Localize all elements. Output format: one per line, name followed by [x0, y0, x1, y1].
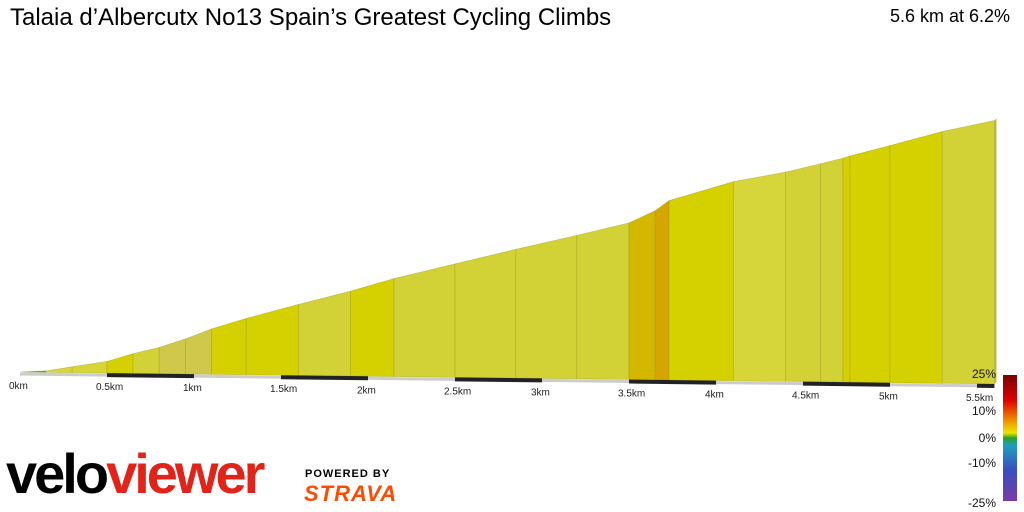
profile-segment: [350, 278, 395, 377]
gradient-legend-label: 25%: [972, 367, 996, 381]
km-band-light: [889, 383, 978, 388]
km-band-light: [541, 378, 630, 383]
profile-segment: [628, 210, 656, 381]
profile-segment: [158, 338, 186, 375]
profile-segment: [842, 155, 851, 383]
gradient-legend-bar: [1003, 375, 1017, 501]
profile-segment: [185, 328, 212, 375]
km-band-dark: [802, 381, 891, 387]
km-band-light: [193, 374, 282, 379]
km-band-light: [367, 376, 456, 381]
profile-segment: [785, 163, 821, 383]
x-tick-label: 3.5km: [618, 389, 645, 400]
profile-segment: [454, 248, 517, 379]
profile-segment: [668, 181, 734, 382]
profile-segments: [19, 118, 997, 385]
x-tick-label: 4km: [705, 390, 724, 401]
x-tick-label: 1km: [183, 383, 202, 394]
gradient-legend-label: -25%: [968, 496, 996, 510]
gradient-legend: 25% 10% 0% -10% -25%: [968, 367, 1017, 510]
distance-tick-labels: 0km 0.5km 1km 1.5km 2km 2.5km 3km 3.5km 4km 4.5km…: [9, 381, 993, 404]
x-tick-label: 5.5km: [966, 393, 993, 404]
profile-segment: [576, 222, 630, 380]
km-band-dark: [454, 377, 543, 383]
profile-segment: [19, 370, 47, 373]
profile-segment: [45, 366, 73, 373]
profile-segment: [733, 171, 786, 382]
gradient-legend-label: 0%: [979, 431, 997, 445]
profile-segment: [515, 235, 578, 380]
gradient-legend-label: 10%: [972, 404, 996, 418]
profile-segment: [654, 200, 670, 381]
profile-segment: [71, 361, 108, 374]
chart-title: Talaia d’Albercutx No13 Spain’s Greatest…: [10, 4, 612, 31]
profile-segment: [132, 346, 160, 375]
km-band-dark: [628, 379, 717, 385]
km-band-dark: [106, 373, 195, 379]
x-tick-label: 2km: [357, 385, 376, 396]
climb-summary: 5.6 km at 6.2%: [889, 6, 1010, 26]
profile-segment: [941, 120, 995, 385]
profile-segment: [245, 304, 299, 376]
x-tick-label: 5km: [879, 392, 898, 403]
powered-by-label: POWERED BY: [305, 468, 391, 480]
profile-segment: [298, 290, 351, 377]
gradient-legend-label: -10%: [968, 456, 996, 470]
km-band-light: [715, 381, 804, 386]
distance-axis: [19, 372, 995, 388]
x-tick-label: 3km: [531, 387, 550, 398]
x-tick-label: 0.5km: [96, 382, 123, 393]
x-tick-label: 0km: [9, 381, 28, 392]
x-tick-label: 4.5km: [792, 391, 819, 402]
profile-segment: [820, 157, 844, 383]
profile-side-face: [994, 118, 997, 384]
x-tick-label: 2.5km: [444, 386, 471, 397]
km-band-light: [19, 372, 108, 377]
profile-segment: [849, 145, 891, 384]
profile-segment: [393, 263, 456, 378]
veloviewer-logo[interactable]: veloviewer: [6, 442, 265, 505]
strava-logo[interactable]: STRAVA: [304, 481, 398, 506]
profile-segment: [889, 131, 943, 384]
profile-segment: [211, 318, 247, 376]
x-tick-label: 1.5km: [270, 384, 297, 395]
profile-segment: [106, 353, 134, 374]
km-band-dark: [280, 375, 369, 381]
